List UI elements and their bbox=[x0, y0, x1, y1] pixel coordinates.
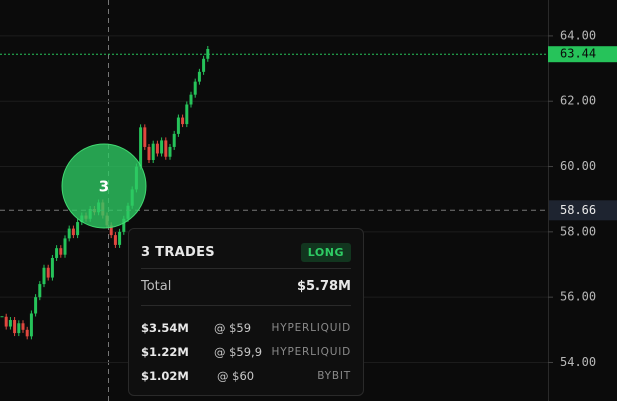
trade-row: $3.54M @ $59 HYPERLIQUID bbox=[141, 321, 351, 335]
crosshair-price-label: 58.66 bbox=[560, 203, 596, 217]
candle bbox=[109, 225, 113, 236]
candle bbox=[55, 248, 59, 258]
bubble-count: 3 bbox=[99, 178, 109, 196]
candle bbox=[160, 140, 164, 154]
candle bbox=[168, 146, 172, 157]
candle bbox=[13, 320, 17, 334]
tooltip-title: 3 TRADES bbox=[141, 245, 215, 260]
trade-price: @ $59 bbox=[213, 321, 252, 335]
last-price-label: 63.44 bbox=[560, 47, 596, 61]
separator bbox=[141, 268, 351, 269]
candle bbox=[206, 48, 210, 59]
candle bbox=[164, 140, 168, 157]
candle bbox=[155, 143, 159, 154]
trade-price: @ $59,9 bbox=[213, 345, 263, 359]
candle bbox=[17, 323, 21, 334]
separator bbox=[141, 305, 351, 306]
last-price-box bbox=[548, 46, 617, 63]
candle bbox=[46, 267, 50, 278]
trade-amount: $1.22M bbox=[141, 345, 189, 359]
trade-venue: HYPERLIQUID bbox=[271, 322, 351, 334]
candle bbox=[181, 117, 185, 125]
candle bbox=[151, 143, 155, 161]
candle bbox=[113, 235, 117, 245]
candle bbox=[71, 228, 75, 236]
candle bbox=[29, 313, 33, 337]
tooltip-header: 3 TRADES LONG bbox=[141, 243, 351, 262]
candle bbox=[63, 238, 67, 255]
candle bbox=[118, 231, 122, 245]
candle bbox=[202, 58, 206, 72]
trade-venue: BYBIT bbox=[317, 370, 351, 382]
candle bbox=[4, 316, 8, 327]
trade-amount: $3.54M bbox=[141, 321, 189, 335]
trades-tooltip: 3 TRADES LONG Total $5.78M $3.54M @ $59 HY… bbox=[128, 228, 364, 396]
candle bbox=[197, 71, 201, 82]
candle bbox=[193, 81, 197, 95]
candle bbox=[185, 104, 189, 125]
candle bbox=[189, 94, 193, 105]
crosshair-price-box bbox=[549, 200, 617, 221]
candle bbox=[38, 284, 42, 298]
trade-price: @ $60 bbox=[217, 369, 255, 383]
candle bbox=[8, 320, 12, 327]
candle bbox=[172, 133, 176, 147]
candle bbox=[34, 297, 38, 314]
candle bbox=[122, 218, 126, 232]
candle bbox=[67, 228, 71, 239]
y-tick-label: 58.00 bbox=[560, 224, 596, 238]
y-tick-label: 54.00 bbox=[560, 355, 596, 369]
total-value: $5.78M bbox=[296, 279, 351, 294]
total-row: Total $5.78M bbox=[141, 279, 351, 294]
trade-bubble bbox=[61, 143, 147, 229]
y-tick-label: 60.00 bbox=[560, 159, 596, 173]
candle bbox=[147, 146, 151, 161]
candle bbox=[76, 222, 80, 236]
trade-row: $1.02M @ $60 BYBIT bbox=[141, 369, 351, 383]
side-badge: LONG bbox=[300, 243, 351, 262]
candle bbox=[143, 127, 147, 147]
trade-venue: HYPERLIQUID bbox=[271, 346, 351, 358]
candle bbox=[176, 117, 180, 134]
trade-row: $1.22M @ $59,9 HYPERLIQUID bbox=[141, 345, 351, 359]
total-label: Total bbox=[141, 279, 172, 294]
y-tick-label: 56.00 bbox=[560, 290, 596, 304]
candle bbox=[59, 248, 63, 255]
candle bbox=[139, 127, 143, 167]
candle bbox=[50, 257, 54, 278]
trade-amount: $1.02M bbox=[141, 369, 189, 383]
candle bbox=[42, 267, 46, 285]
y-tick-label: 64.00 bbox=[560, 28, 596, 42]
candle bbox=[25, 329, 29, 337]
candle bbox=[21, 323, 25, 330]
y-tick-label: 62.00 bbox=[560, 94, 596, 108]
